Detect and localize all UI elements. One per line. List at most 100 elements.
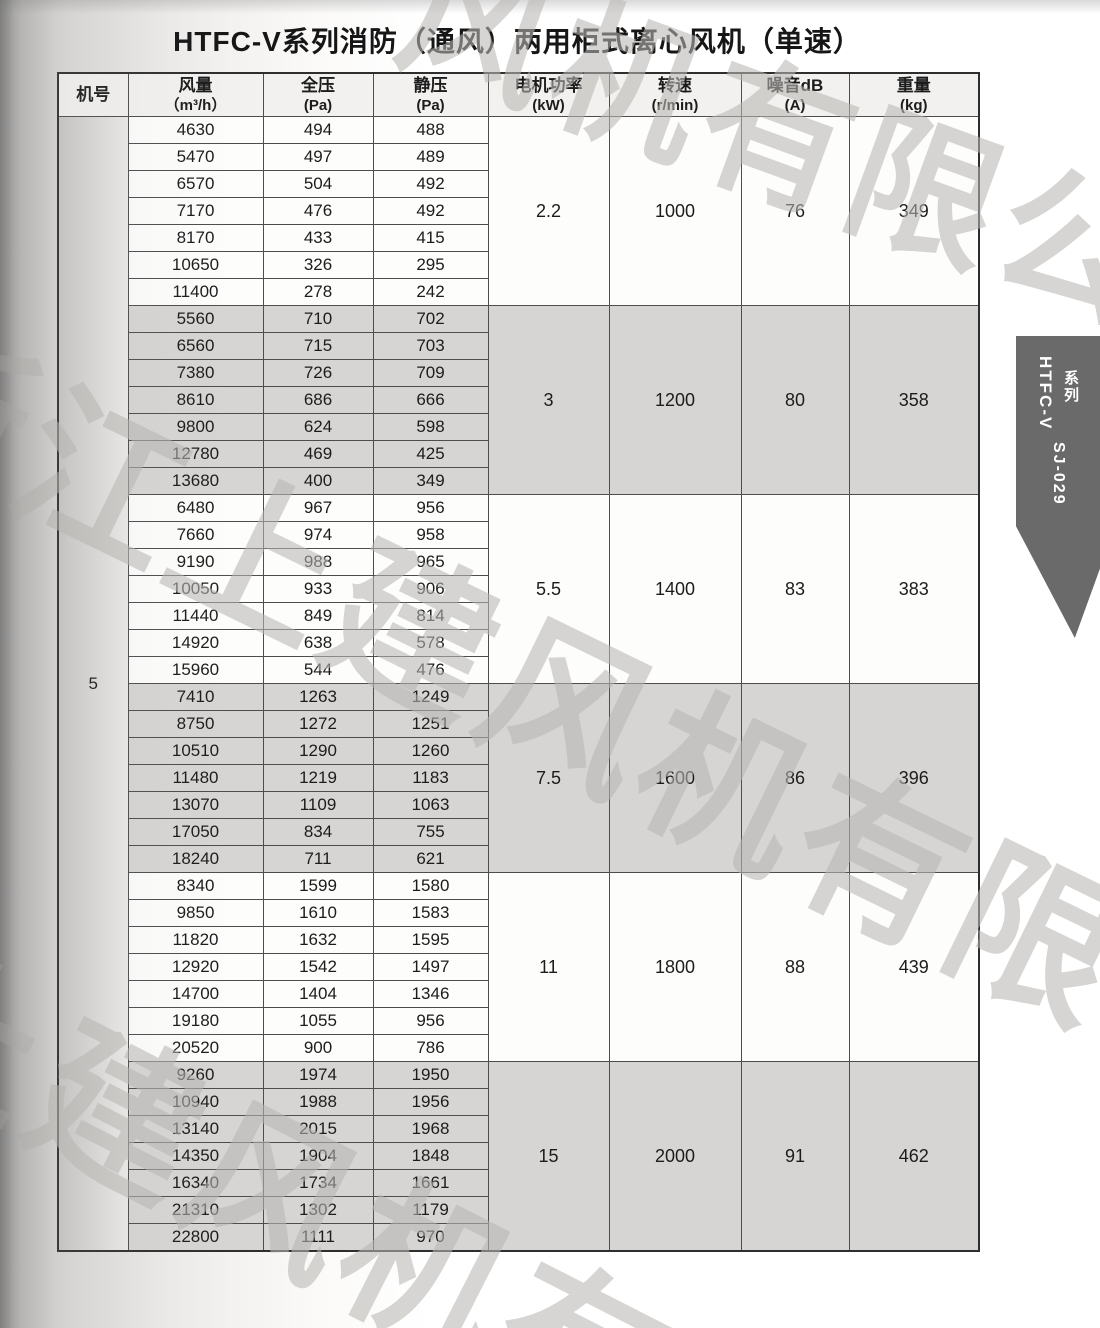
header-row: 机号 风量 （m³/h） 全压 (Pa) 静压 (Pa) 电机功率 (kW)	[57, 72, 980, 117]
cell-weight: 396	[848, 683, 980, 873]
cell-weight: 358	[848, 305, 980, 495]
cell-speed: 2000	[608, 1061, 742, 1252]
col-header-label: 转速	[658, 76, 692, 96]
cell-total-pressure: 497	[262, 143, 374, 171]
cell-total-pressure: 1109	[262, 791, 374, 819]
cell-airflow: 9190	[127, 548, 264, 576]
cell-static-pressure: 415	[372, 224, 489, 252]
cell-static-pressure: 956	[372, 494, 489, 522]
col-header-label: 风量	[178, 76, 213, 96]
cell-static-pressure: 1580	[372, 872, 489, 900]
cell-airflow: 11440	[127, 602, 264, 630]
cell-total-pressure: 1599	[262, 872, 374, 900]
col-header-machine-no: 机号	[57, 72, 129, 117]
cell-speed: 1800	[608, 872, 742, 1062]
cell-static-pressure: 349	[372, 467, 489, 495]
table-row: 5470 497 489	[58, 143, 979, 171]
cell-airflow: 9260	[127, 1061, 264, 1089]
cell-static-pressure: 425	[372, 440, 489, 468]
cell-static-pressure: 709	[372, 359, 489, 387]
cell-total-pressure: 494	[262, 116, 374, 144]
col-header-unit: (A)	[784, 96, 806, 114]
cell-total-pressure: 1974	[262, 1061, 374, 1089]
cell-airflow: 9800	[127, 413, 264, 441]
col-header-weight: 重量 (kg)	[848, 72, 980, 117]
cell-static-pressure: 1183	[372, 764, 489, 792]
cell-static-pressure: 956	[372, 1007, 489, 1035]
cell-total-pressure: 1272	[262, 710, 374, 738]
cell-airflow: 14350	[127, 1142, 264, 1170]
cell-noise: 88	[740, 872, 850, 1062]
cell-weight: 462	[848, 1061, 980, 1252]
table-row: 6480 967 956 5.5 1400 83 383	[58, 494, 980, 684]
table-row: 8610 686 666	[58, 386, 979, 414]
cell-airflow: 4630	[127, 116, 264, 144]
cell-total-pressure: 433	[262, 224, 374, 252]
cell-total-pressure: 1290	[262, 737, 374, 765]
cell-total-pressure: 1988	[262, 1088, 374, 1116]
cell-noise: 91	[740, 1061, 850, 1252]
cell-airflow: 12780	[127, 440, 264, 468]
cell-static-pressure: 1497	[372, 953, 489, 981]
spec-table: 机号 风量 （m³/h） 全压 (Pa) 静压 (Pa) 电机功率 (kW)	[57, 72, 980, 1252]
cell-total-pressure: 900	[262, 1034, 374, 1062]
table-row: 9260 1974 1950 15 2000 91 462	[58, 1061, 980, 1252]
cell-total-pressure: 1734	[262, 1169, 374, 1197]
cell-total-pressure: 686	[262, 386, 374, 414]
series-tab: HTFC-V 系列 SJ-029	[1016, 336, 1100, 638]
cell-static-pressure: 814	[372, 602, 489, 630]
cell-total-pressure: 1219	[262, 764, 374, 792]
cell-static-pressure: 906	[372, 575, 489, 603]
cell-static-pressure: 755	[372, 818, 489, 846]
col-header-label: 电机功率	[514, 76, 583, 96]
cell-static-pressure: 786	[372, 1034, 489, 1062]
cell-static-pressure: 578	[372, 629, 489, 657]
cell-total-pressure: 726	[262, 359, 374, 387]
col-header-label: 噪音dB	[766, 76, 824, 96]
cell-motor-power: 5.5	[487, 494, 610, 684]
table-row: 14920 638 578	[58, 629, 979, 657]
cell-total-pressure: 1904	[262, 1142, 374, 1170]
cell-noise: 83	[740, 494, 850, 684]
cell-static-pressure: 970	[372, 1223, 489, 1252]
cell-static-pressure: 1661	[372, 1169, 489, 1197]
col-header-unit: (kW)	[532, 96, 565, 114]
cell-airflow: 20520	[127, 1034, 264, 1062]
col-header-unit: (Pa)	[303, 96, 333, 114]
cell-total-pressure: 711	[262, 845, 374, 873]
cell-airflow: 7660	[127, 521, 264, 549]
cell-total-pressure: 400	[262, 467, 374, 495]
cell-airflow: 8340	[127, 872, 264, 900]
cell-airflow: 11820	[127, 926, 264, 954]
table-row: 11440 849 814	[58, 602, 979, 630]
table-row: 13140 2015 1968	[58, 1115, 979, 1143]
cell-airflow: 10510	[127, 737, 264, 765]
col-header-noise: 噪音dB (A)	[740, 72, 850, 117]
cell-static-pressure: 1346	[372, 980, 489, 1008]
cell-total-pressure: 624	[262, 413, 374, 441]
table-row: 12920 1542 1497	[58, 953, 979, 981]
col-header-label: 静压	[413, 76, 448, 96]
cell-static-pressure: 1968	[372, 1115, 489, 1143]
col-header-unit: （m³/h）	[164, 96, 227, 114]
cell-total-pressure: 967	[262, 494, 374, 522]
col-header-motor-power: 电机功率 (kW)	[487, 72, 610, 117]
cell-total-pressure: 544	[262, 656, 374, 684]
cell-static-pressure: 1950	[372, 1061, 489, 1089]
table-row: 8750 1272 1251	[58, 710, 979, 738]
table-row: 7410 1263 1249 7.5 1600 86 396	[58, 683, 980, 873]
table-row: 9850 1610 1583	[58, 899, 979, 927]
col-header-airflow: 风量 （m³/h）	[127, 72, 264, 117]
col-header-unit: (Pa)	[416, 96, 445, 114]
cell-total-pressure: 638	[262, 629, 374, 657]
cell-airflow: 10650	[127, 251, 264, 279]
cell-airflow: 12920	[127, 953, 264, 981]
series-tab-title: HTFC-V 系列	[1016, 336, 1100, 430]
cell-total-pressure: 715	[262, 332, 374, 360]
cell-static-pressure: 1595	[372, 926, 489, 954]
table-row: 20520 900 786	[58, 1034, 979, 1062]
table-row: 12780 469 425	[58, 440, 979, 468]
cell-airflow: 7170	[127, 197, 264, 225]
cell-motor-power: 3	[487, 305, 610, 495]
table-row: 15960 544 476	[58, 656, 979, 684]
